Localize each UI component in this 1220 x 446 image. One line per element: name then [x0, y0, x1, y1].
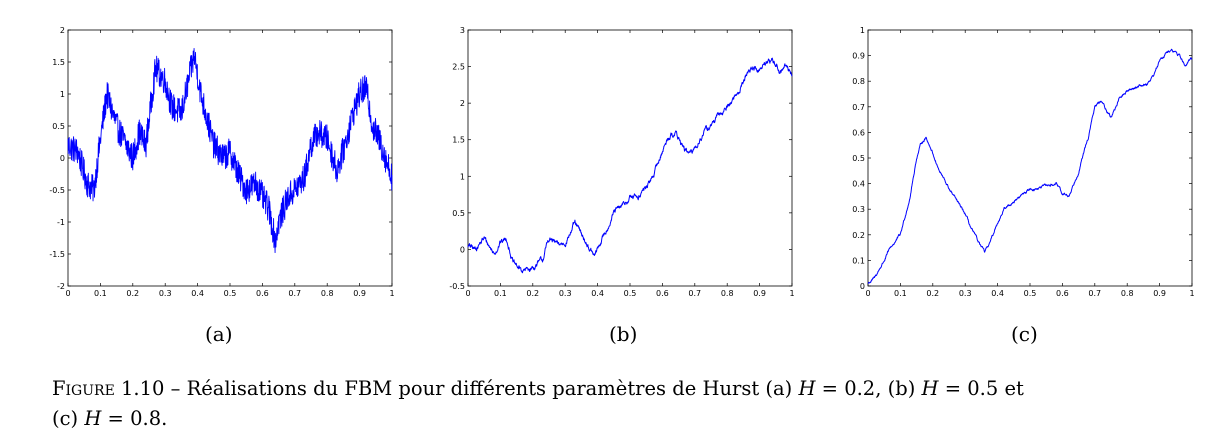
caption-line-2: (c) H = 0.8.	[52, 404, 1212, 434]
x-tick-label: 0.7	[288, 289, 301, 298]
x-tick-label: 0.2	[926, 289, 939, 298]
x-tick-label: 0.4	[591, 289, 604, 298]
x-tick-label: 0	[465, 289, 470, 298]
panel-label-c: (c)	[1011, 322, 1038, 346]
chart-panel-b: 0 0.1 0.2 0.3 0.4 0.5 0.6 0.7 0.8 0.9 1 -0.5 0 0.5 1 1.…	[449, 26, 794, 298]
x-tick-label: 0.3	[159, 289, 172, 298]
x-tick-label: 0.3	[959, 289, 972, 298]
x-tick-label: 0.5	[1024, 289, 1037, 298]
y-tick-label: -1	[57, 218, 65, 227]
y-tick-label: 2	[60, 26, 65, 35]
x-tick-label: 0.4	[191, 289, 204, 298]
y-tick-label: 0	[860, 282, 865, 291]
y-tick-label: 1	[60, 90, 65, 99]
y-tick-label: 0.4	[852, 180, 865, 189]
y-tick-label: 0.7	[852, 103, 865, 112]
x-tick-label: 0.4	[991, 289, 1004, 298]
series-line	[867, 48, 1193, 284]
x-tick-label: 0.1	[494, 289, 507, 298]
y-tick-label: 0.9	[852, 52, 865, 61]
x-tick-label: 0.1	[94, 289, 107, 298]
caption-text-1: 1.10 – Réalisations du FBM pour différen…	[114, 377, 799, 400]
caption-figure-word: Figure	[52, 377, 115, 400]
y-tick-label: 0.8	[852, 77, 865, 86]
figure-caption: Figure 1.10 – Réalisations du FBM pour d…	[52, 374, 1212, 434]
x-tick-label: 1	[789, 289, 794, 298]
y-tick-label: -0.5	[49, 186, 65, 195]
y-tick-label: 0.2	[852, 231, 865, 240]
x-tick-label: 0.1	[894, 289, 907, 298]
x-tick-label: 0.8	[1121, 289, 1134, 298]
x-tick-label: 1	[1189, 289, 1194, 298]
x-tick-label: 0.7	[1088, 289, 1101, 298]
y-tick-label: 0	[460, 245, 465, 254]
series-line	[67, 48, 393, 254]
x-tick-label: 0.8	[721, 289, 734, 298]
chart-c-plot: 0 0.1 0.2 0.3 0.4 0.5 0.6 0.7 0.8 0.9 1 0 0.1 0.2 0.3 0…	[852, 26, 1194, 298]
x-tick-label: 0.5	[624, 289, 637, 298]
y-tick-label: 2	[460, 99, 465, 108]
plot-frame	[467, 29, 793, 287]
y-tick-label: 0.5	[52, 122, 65, 131]
y-tick-label: 1.5	[452, 136, 465, 145]
caption-h-var-2: H	[921, 377, 939, 400]
chart-panel-c: 0 0.1 0.2 0.3 0.4 0.5 0.6 0.7 0.8 0.9 1 0 0.1 0.2 0.3 0…	[852, 26, 1194, 298]
caption-eq-b: = 0.5 et	[938, 377, 1024, 400]
x-tick-label: 0.5	[224, 289, 237, 298]
y-tick-label: 3	[460, 26, 465, 35]
panel-label-b: (b)	[609, 322, 638, 346]
x-tick-label: 0	[65, 289, 70, 298]
caption-h-var-1: H	[798, 377, 816, 400]
x-tick-label: 0.6	[1056, 289, 1069, 298]
y-tick-label: -2	[57, 282, 65, 291]
x-tick-label: 0.9	[353, 289, 366, 298]
series-line	[467, 57, 793, 274]
x-tick-label: 0	[865, 289, 870, 298]
y-tick-label: 0.5	[852, 154, 865, 163]
x-tick-label: 0.7	[688, 289, 701, 298]
x-tick-label: 1	[389, 289, 394, 298]
x-tick-label: 0.2	[526, 289, 539, 298]
x-tick-label: 0.9	[753, 289, 766, 298]
y-tick-label: 1.5	[52, 58, 65, 67]
chart-panel-a: 0 0.1 0.2 0.3 0.4 0.5 0.6 0.7 0.8 0.9 1 -2 -1.5 -1 -0.…	[49, 26, 394, 298]
caption-h-var-3: H	[84, 407, 102, 430]
y-tick-label: 2.5	[452, 63, 465, 72]
caption-line2-prefix: (c)	[52, 407, 85, 430]
chart-b-plot: 0 0.1 0.2 0.3 0.4 0.5 0.6 0.7 0.8 0.9 1-0.500.511.…	[449, 26, 794, 298]
y-tick-label: 0.1	[852, 256, 865, 265]
y-tick-label: 0.5	[452, 209, 465, 218]
y-tick-label: 0	[60, 154, 65, 163]
panel-label-a: (a)	[205, 322, 233, 346]
x-tick-label: 0.9	[1153, 289, 1166, 298]
y-tick-label: 0.3	[852, 205, 865, 214]
x-tick-label: 0.8	[321, 289, 334, 298]
y-tick-label: 0.6	[852, 128, 865, 137]
caption-eq-a: = 0.2, (b)	[815, 377, 922, 400]
x-tick-label: 0.6	[656, 289, 669, 298]
y-tick-label: -0.5	[449, 282, 465, 291]
x-tick-label: 0.6	[256, 289, 269, 298]
chart-a-plot: 0 0.1 0.2 0.3 0.4 0.5 0.6 0.7 0.8 0.9 1 -2 -1.5 -1 -0.…	[49, 26, 394, 298]
y-tick-label: -1.5	[49, 250, 65, 259]
x-tick-label: 0.2	[126, 289, 139, 298]
y-tick-label: 1	[860, 26, 865, 35]
caption-line-1: Figure 1.10 – Réalisations du FBM pour d…	[52, 374, 1212, 404]
x-tick-label: 0.3	[559, 289, 572, 298]
caption-eq-c: = 0.8.	[101, 407, 168, 430]
y-tick-label: 1	[460, 172, 465, 181]
